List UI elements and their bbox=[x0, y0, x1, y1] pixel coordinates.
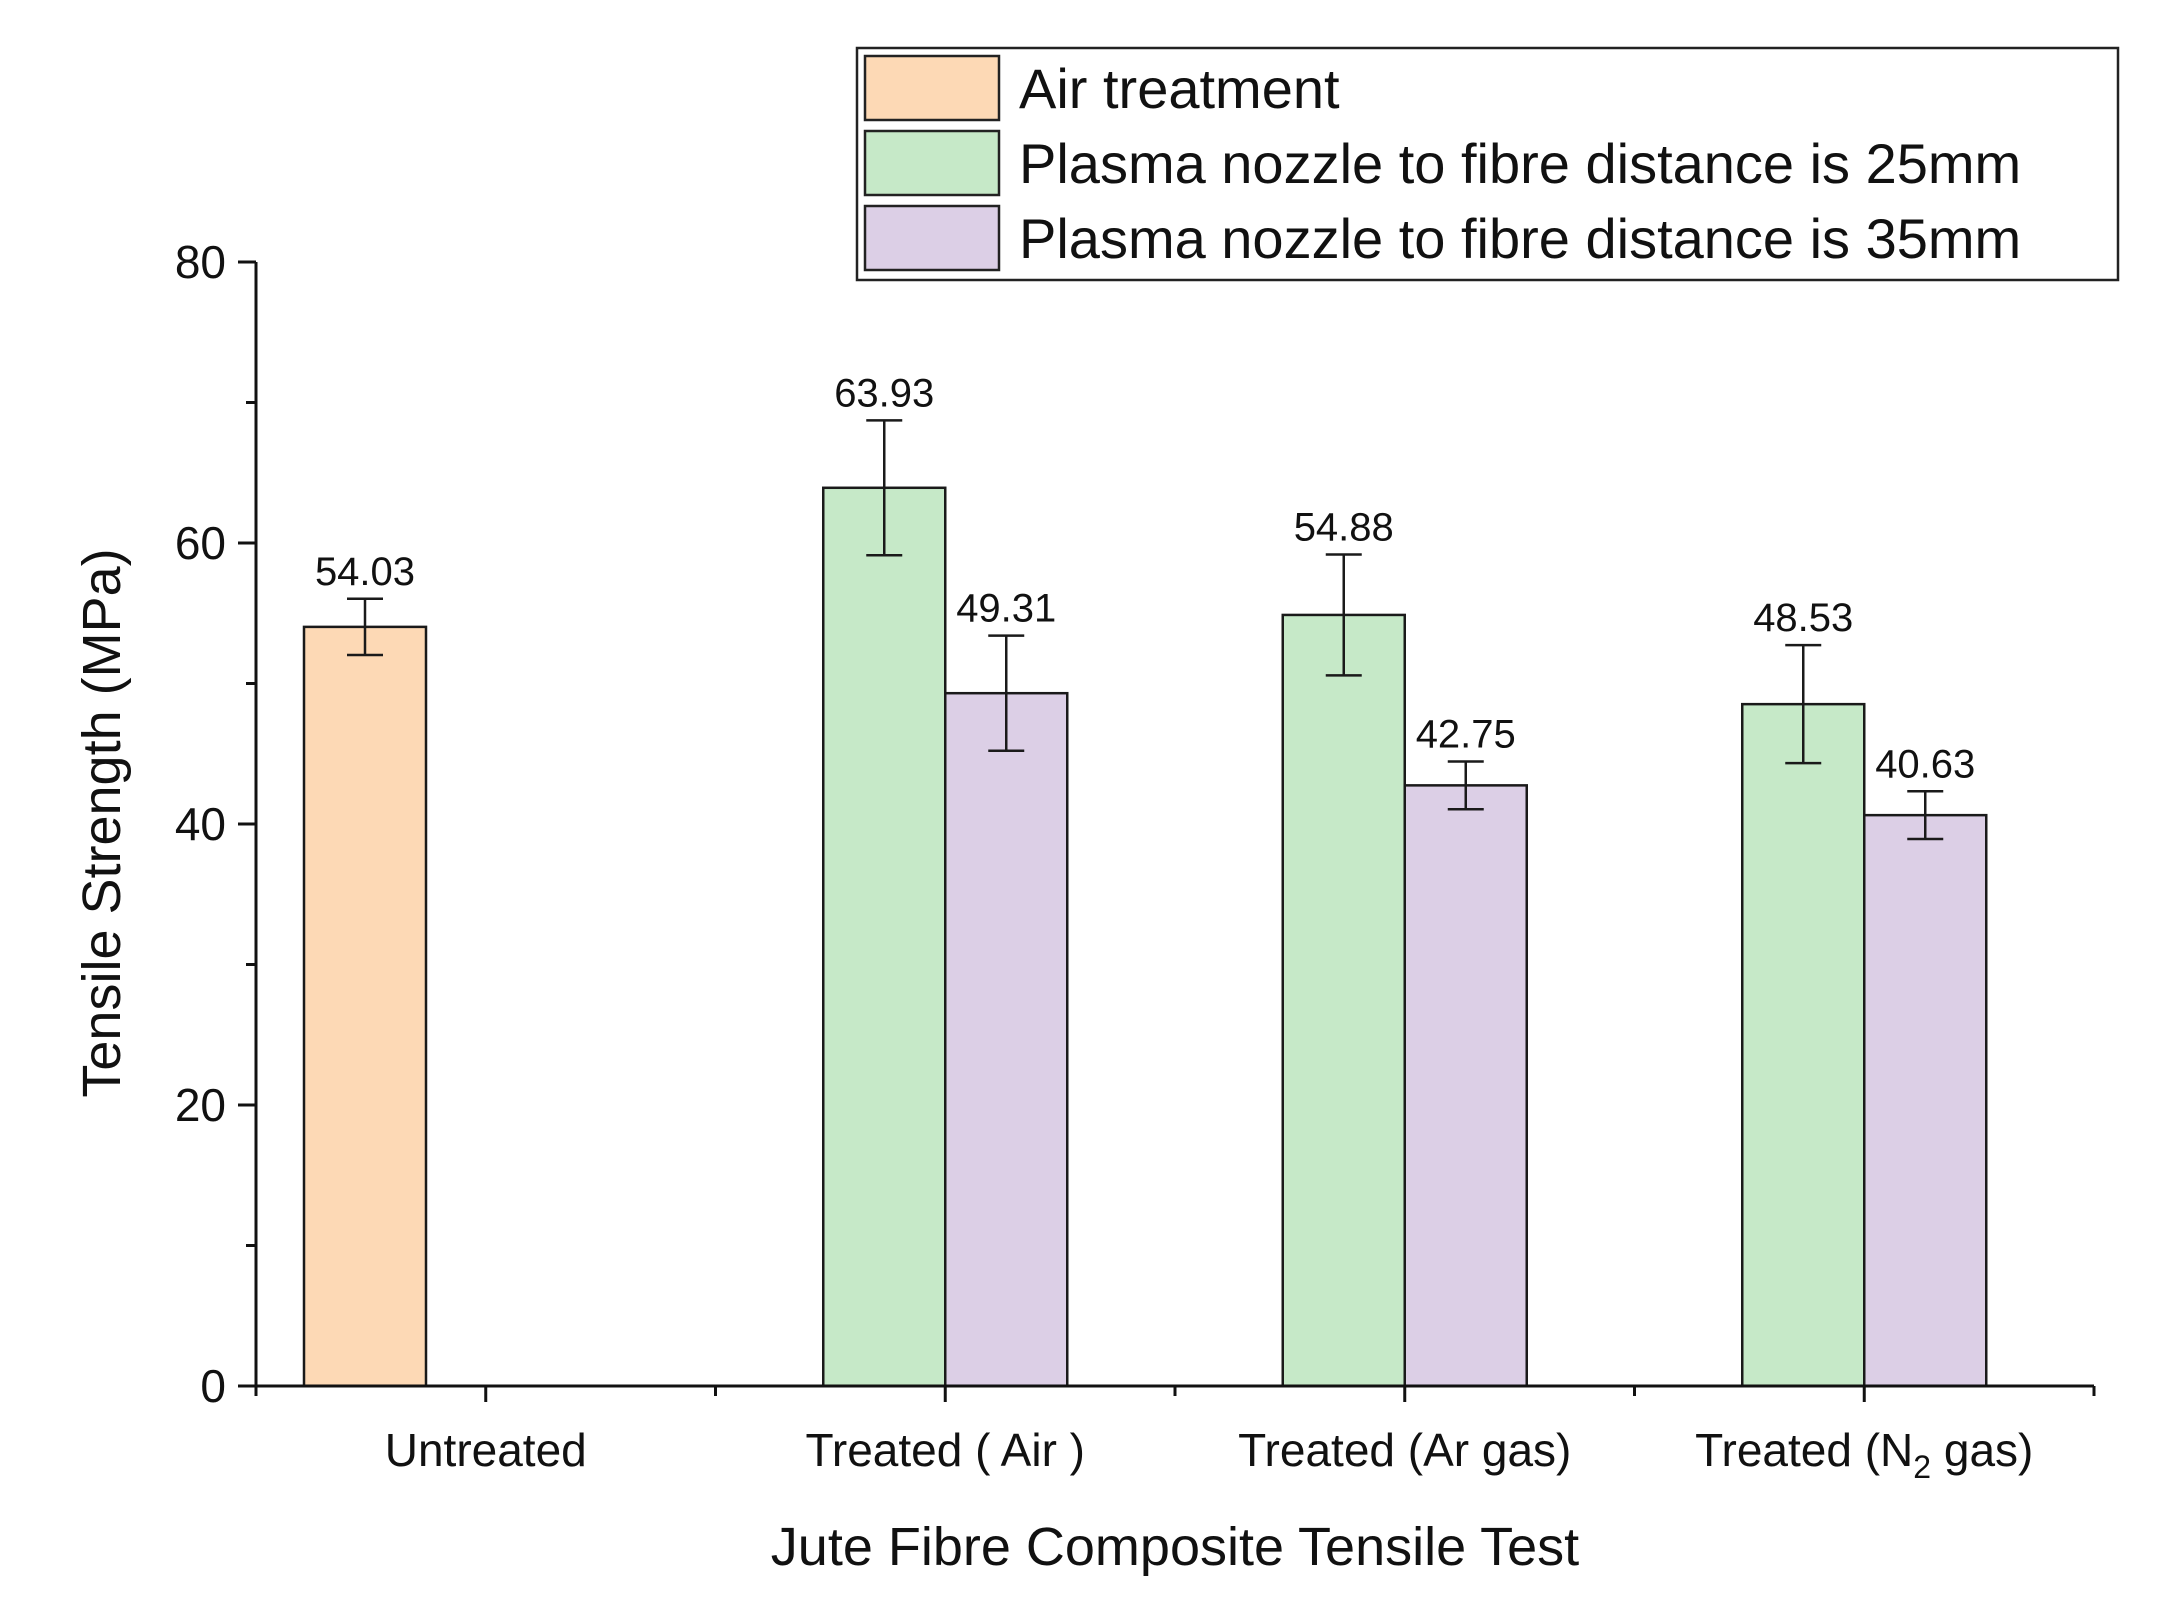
data-label: 63.93 bbox=[834, 371, 934, 415]
y-tick-label: 60 bbox=[175, 517, 226, 569]
data-labels-layer: 54.03 63.93 49.31 54.88 42.75 48.53 40.63 bbox=[315, 371, 1975, 786]
y-tick-label: 0 bbox=[200, 1360, 226, 1412]
bar bbox=[822, 486, 947, 1388]
legend: Air treatment Plasma nozzle to fibre dist… bbox=[855, 46, 2120, 282]
legend-label: Plasma nozzle to fibre distance is 25mm bbox=[1019, 132, 2021, 195]
bar bbox=[302, 625, 428, 1388]
bar bbox=[1863, 813, 1988, 1388]
x-tick-label: Untreated bbox=[385, 1424, 587, 1476]
y-tick-label: 80 bbox=[175, 236, 226, 288]
legend-label: Plasma nozzle to fibre distance is 35mm bbox=[1019, 207, 2021, 270]
legend-swatch bbox=[863, 54, 1001, 122]
x-tick-label: Treated (Ar gas) bbox=[1238, 1424, 1571, 1476]
bars-layer bbox=[302, 486, 1988, 1388]
data-label: 48.53 bbox=[1753, 596, 1853, 640]
data-label: 49.31 bbox=[956, 587, 1056, 631]
y-tick-label: 20 bbox=[175, 1079, 226, 1131]
axes-layer: 0 20 40 60 80 Untreated Treated ( Air ) Treated… bbox=[175, 236, 2096, 1485]
x-tick-label: Treated ( Air ) bbox=[806, 1424, 1085, 1476]
data-label: 40.63 bbox=[1875, 742, 1975, 786]
bar bbox=[1741, 702, 1866, 1388]
x-axis-title: Jute Fibre Composite Tensile Test bbox=[771, 1517, 1579, 1577]
x-tick-label: Treated (N2 gas) bbox=[1695, 1424, 2033, 1485]
bar bbox=[1403, 784, 1528, 1388]
y-axis-title: Tensile Strength (MPa) bbox=[72, 548, 132, 1097]
data-label: 54.03 bbox=[315, 550, 415, 594]
data-label: 42.75 bbox=[1416, 712, 1516, 756]
legend-swatch bbox=[863, 129, 1001, 197]
legend-box bbox=[855, 46, 2120, 282]
error-bars-layer bbox=[347, 419, 1944, 841]
legend-swatch bbox=[863, 204, 1001, 272]
data-label: 54.88 bbox=[1294, 506, 1394, 550]
bar bbox=[1281, 613, 1406, 1388]
bar bbox=[944, 691, 1069, 1388]
legend-label: Air treatment bbox=[1019, 57, 1340, 120]
y-tick-label: 40 bbox=[175, 798, 226, 850]
